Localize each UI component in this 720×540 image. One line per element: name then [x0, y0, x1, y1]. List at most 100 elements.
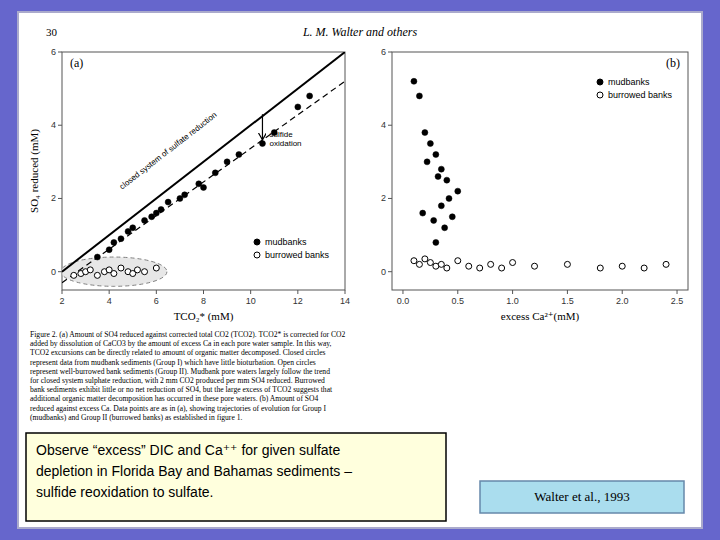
legend-entry: mudbanks	[265, 237, 307, 247]
data-point	[106, 247, 112, 253]
x-tick	[622, 290, 623, 294]
x-tick	[109, 290, 110, 294]
legend-marker	[597, 92, 603, 98]
x-tick	[345, 290, 346, 294]
data-point	[431, 217, 437, 223]
data-point	[158, 206, 164, 212]
y-tick-label: 4	[51, 120, 56, 130]
data-point	[438, 166, 444, 172]
data-point	[424, 159, 430, 165]
legend-entry: burrowed banks	[608, 90, 673, 100]
panel-label: (a)	[70, 56, 83, 70]
x-tick	[250, 290, 251, 294]
data-point	[422, 130, 428, 136]
data-point	[224, 159, 230, 165]
x-tick-label: 4	[107, 296, 112, 306]
data-point	[510, 260, 516, 266]
data-point	[619, 263, 625, 269]
citation-text: Walter et al., 1993	[534, 489, 629, 504]
y-tick	[58, 52, 62, 53]
highlight-ellipse	[62, 257, 167, 286]
y-tick-label: 6	[381, 47, 386, 57]
data-point	[416, 261, 422, 267]
data-point	[212, 170, 218, 176]
data-point	[433, 152, 439, 158]
trend-line	[62, 52, 345, 272]
annotation: closed system of sulfate reduction	[118, 110, 219, 191]
callout-text: sulfide reoxidation to sulfate.	[36, 484, 213, 500]
data-point	[466, 263, 472, 269]
data-point	[442, 225, 448, 231]
plot-area	[411, 78, 669, 271]
x-tick-label: 2	[59, 296, 64, 306]
x-tick	[457, 290, 458, 294]
citation-box	[480, 481, 684, 513]
data-point	[488, 261, 494, 267]
data-point	[295, 104, 301, 110]
caption-line: additional organic matter decomposition …	[30, 394, 319, 403]
data-point	[94, 254, 100, 260]
data-point	[663, 261, 669, 267]
legend-marker	[254, 252, 260, 258]
y-tick-label: 2	[51, 193, 56, 203]
data-point	[444, 265, 450, 271]
plot-area	[62, 52, 345, 286]
data-point	[444, 177, 450, 183]
y-tick	[388, 271, 392, 272]
data-point	[118, 236, 124, 242]
y-axis-label: SO₄ reduced (mM)	[28, 129, 41, 213]
callout-text: depletion in Florida Bay and Bahamas sed…	[36, 463, 352, 479]
trend-line	[62, 81, 345, 282]
x-tick-label: 14	[340, 296, 350, 306]
caption-line: (mudbanks) and Group II (burrowed banks)…	[30, 413, 242, 422]
data-point	[433, 239, 439, 245]
callout-text: Observe “excess” DIC and Ca⁺⁺ for given …	[36, 442, 340, 458]
y-tick	[388, 125, 392, 126]
data-point	[641, 265, 647, 271]
data-point	[71, 272, 77, 278]
caption-line: represent data from mudbank sediments (G…	[30, 358, 316, 367]
x-tick-label: 1.5	[561, 296, 574, 306]
caption-line: TCO2 excursions can be directly related …	[30, 348, 326, 357]
data-point	[477, 265, 483, 271]
data-point	[142, 217, 148, 223]
x-tick-label: 0.5	[452, 296, 465, 306]
legend-entry: mudbanks	[608, 77, 650, 87]
data-point	[259, 141, 265, 147]
x-tick	[203, 290, 204, 294]
data-point	[177, 195, 183, 201]
data-point	[438, 203, 444, 209]
x-axis-label: TCO₂* (mM)	[174, 310, 234, 323]
x-tick-label: 6	[154, 296, 159, 306]
data-point	[427, 260, 433, 266]
caption-line: bank sediments exhibit little or no net …	[30, 385, 333, 394]
data-point	[201, 184, 207, 190]
callout-box	[26, 433, 446, 521]
data-point	[455, 258, 461, 264]
journal-title: L. M. Walter and others	[302, 25, 418, 39]
x-tick	[677, 290, 678, 294]
y-tick-label: 6	[51, 47, 56, 57]
data-point	[165, 199, 171, 205]
caption-line: for closed system sulphate reduction, wi…	[30, 376, 325, 385]
data-point	[446, 195, 452, 201]
data-point	[149, 214, 155, 220]
data-point	[94, 272, 100, 278]
y-tick-label: 0	[381, 267, 386, 277]
data-point	[532, 263, 538, 269]
annotation: sulfideoxidation	[270, 130, 302, 148]
chart-panel: 0.00.51.01.52.02.50246excess Ca²⁺(mM)(b)…	[381, 47, 688, 323]
data-point	[236, 152, 242, 158]
x-tick-label: 2.5	[671, 296, 684, 306]
y-tick	[58, 125, 62, 126]
annotation-line: sulfide	[270, 130, 294, 139]
page-number: 30	[46, 26, 58, 38]
data-point	[411, 78, 417, 84]
y-tick	[58, 271, 62, 272]
x-tick-label: 0.0	[397, 296, 410, 306]
y-tick	[388, 198, 392, 199]
data-point	[422, 256, 428, 262]
y-tick-label: 2	[381, 193, 386, 203]
x-tick-label: 1.0	[506, 296, 519, 306]
data-point	[597, 265, 603, 271]
